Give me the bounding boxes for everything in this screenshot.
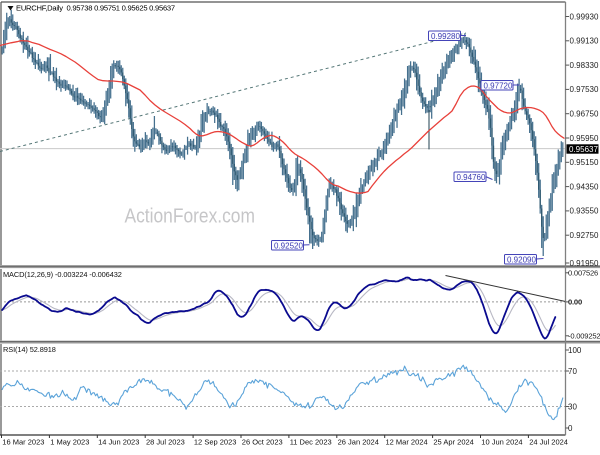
svg-text:16 Mar 2023: 16 Mar 2023 <box>2 438 44 447</box>
svg-text:0.99930: 0.99930 <box>570 12 599 21</box>
svg-text:25 Apr 2024: 25 Apr 2024 <box>433 438 473 447</box>
svg-text:100: 100 <box>568 346 582 355</box>
svg-text:1 May 2023: 1 May 2023 <box>50 438 89 447</box>
svg-text:26 Jan 2024: 26 Jan 2024 <box>338 438 379 447</box>
svg-text:11 Dec 2023: 11 Dec 2023 <box>290 438 332 447</box>
svg-text:0.95950: 0.95950 <box>570 134 599 143</box>
svg-text:0.007526: 0.007526 <box>568 269 598 278</box>
svg-text:0.97530: 0.97530 <box>570 85 599 94</box>
svg-text:0.98330: 0.98330 <box>570 61 599 70</box>
svg-text:0.93550: 0.93550 <box>570 207 599 216</box>
svg-text:0.92750: 0.92750 <box>570 231 599 240</box>
svg-text:0.00: 0.00 <box>568 298 582 307</box>
svg-text:12 Mar 2024: 12 Mar 2024 <box>386 438 428 447</box>
svg-text:26 Oct 2023: 26 Oct 2023 <box>242 438 283 447</box>
svg-text:10 Jun 2024: 10 Jun 2024 <box>481 438 522 447</box>
svg-text:EURCHF,Daily 0.95738 0.95751: EURCHF,Daily 0.95738 0.95751 0.95625 0.9… <box>16 4 175 13</box>
svg-text:0.99280: 0.99280 <box>431 32 460 41</box>
svg-text:0.99130: 0.99130 <box>570 37 599 46</box>
svg-text:ActionForex.com: ActionForex.com <box>125 204 255 226</box>
svg-text:-0.009252: -0.009252 <box>568 332 600 341</box>
svg-text:0.94760: 0.94760 <box>457 173 486 182</box>
svg-text:0.92090: 0.92090 <box>507 255 536 264</box>
svg-text:0.91950: 0.91950 <box>570 259 599 268</box>
svg-text:0.95637: 0.95637 <box>569 145 598 154</box>
svg-text:RSI(14) 52.8918: RSI(14) 52.8918 <box>3 345 56 354</box>
svg-text:0.97720: 0.97720 <box>484 81 513 90</box>
svg-text:0: 0 <box>568 424 573 433</box>
svg-text:28 Jul 2023: 28 Jul 2023 <box>146 438 185 447</box>
svg-text:0.96750: 0.96750 <box>570 110 599 119</box>
svg-text:0.94350: 0.94350 <box>570 182 599 191</box>
svg-text:MACD(12,26,9) -0.003224 -0.006: MACD(12,26,9) -0.003224 -0.006432 <box>3 270 122 279</box>
svg-text:0.95150: 0.95150 <box>570 158 599 167</box>
svg-text:14 Jun 2023: 14 Jun 2023 <box>98 438 139 447</box>
svg-text:12 Sep 2023: 12 Sep 2023 <box>194 438 237 447</box>
svg-text:30: 30 <box>568 402 577 411</box>
svg-text:24 Jul 2024: 24 Jul 2024 <box>529 438 568 447</box>
svg-text:0.92520: 0.92520 <box>274 241 303 250</box>
svg-text:70: 70 <box>568 367 577 376</box>
